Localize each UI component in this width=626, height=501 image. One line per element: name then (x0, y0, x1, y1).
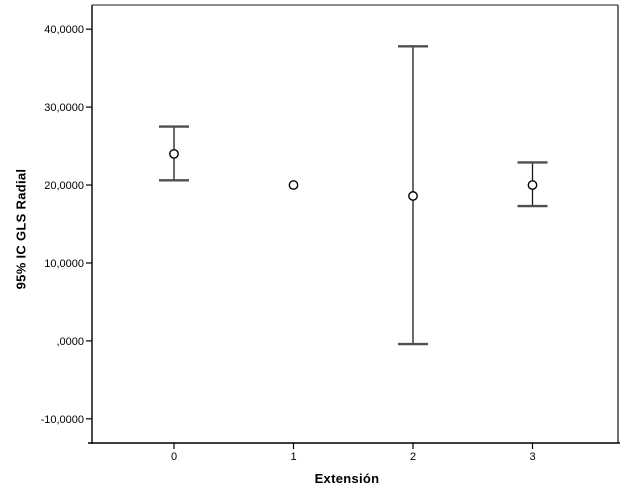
y-tick-label: -10,0000 (41, 414, 84, 426)
y-tick-label: 40,0000 (44, 24, 84, 36)
y-tick-label: ,0000 (56, 336, 84, 348)
mean-marker (169, 148, 179, 159)
mean-marker (408, 191, 418, 201)
x-tick-label: 2 (410, 451, 416, 463)
x-tick-label: 3 (529, 451, 535, 463)
y-tick-label: 10,0000 (44, 258, 84, 270)
mean-marker (527, 180, 538, 190)
x-tick-label: 1 (290, 451, 296, 463)
x-axis-title: Extensión (314, 471, 380, 486)
y-tick-label: 20,0000 (44, 180, 84, 192)
y-axis-title: 95% IC GLS Radial (13, 168, 29, 290)
y-tick-label: 30,0000 (44, 102, 84, 114)
x-tick-label: 0 (171, 451, 177, 463)
mean-marker (288, 180, 299, 190)
